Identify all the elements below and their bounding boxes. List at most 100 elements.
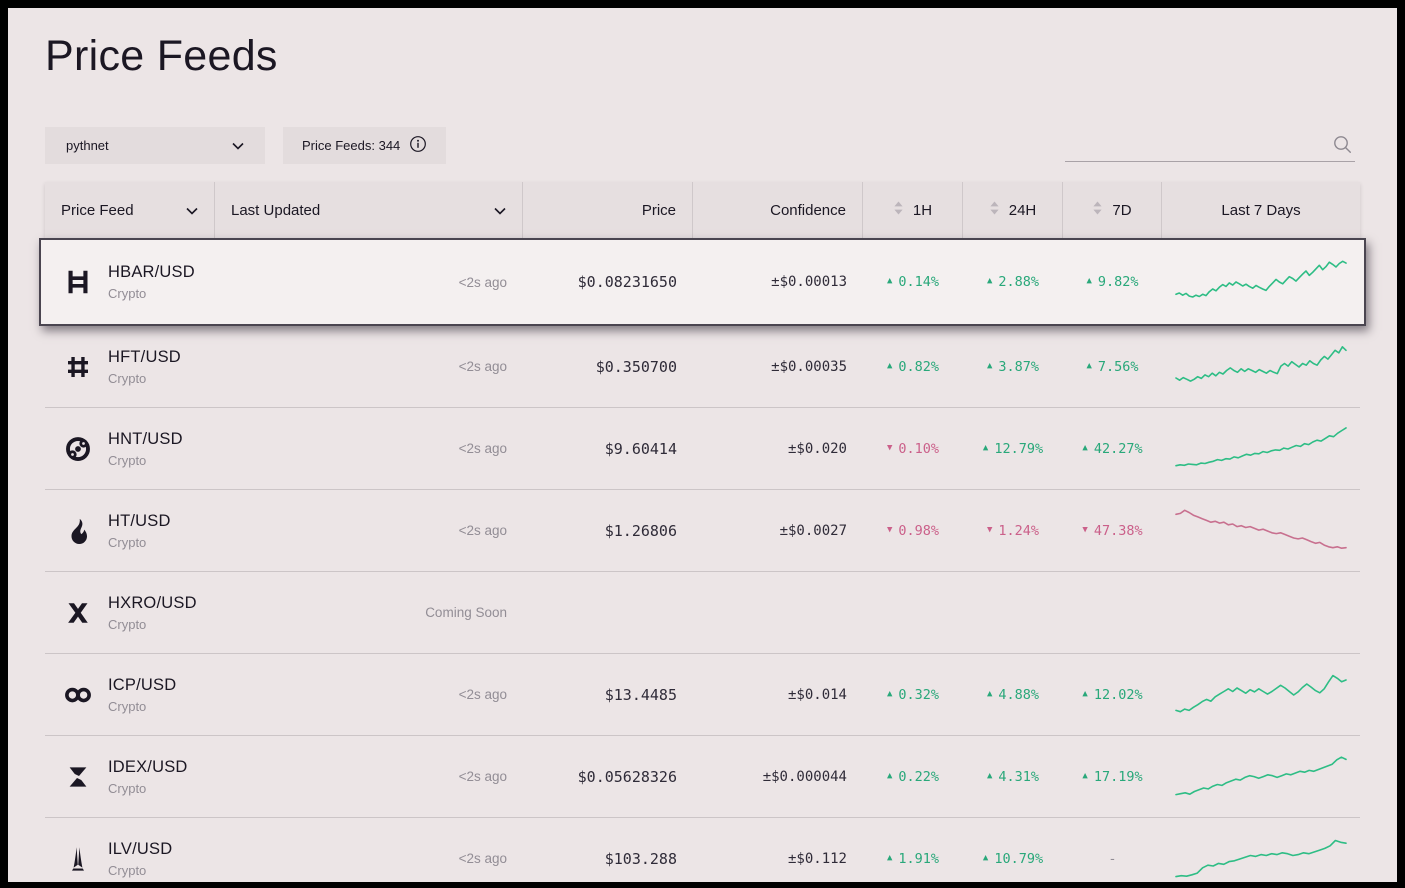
feed-asset-type: Crypto [108, 780, 147, 796]
down-triangle-icon: ▼ [1082, 524, 1088, 535]
feed-symbol: ICP/USD [108, 675, 177, 694]
sparkline-chart [1162, 818, 1360, 882]
page-title: Price Feeds [45, 32, 278, 80]
up-triangle-icon: ▲ [886, 360, 893, 371]
price-value: $103.288 [604, 849, 677, 868]
up-triangle-icon: ▲ [1082, 688, 1088, 699]
feed-asset-type: Crypto [108, 286, 147, 301]
up-triangle-icon: ▲ [1086, 276, 1092, 286]
change-7d: ▼ 47.38% [1082, 522, 1143, 539]
sparkline-chart [1162, 654, 1360, 735]
helium-icon [63, 434, 93, 464]
search-icon[interactable] [1332, 134, 1353, 160]
table-row-hbar[interactable]: HBAR/USD Crypto <2s ago $0.08231650 ±$0.… [39, 238, 1366, 326]
up-triangle-icon: ▲ [986, 770, 993, 781]
column-header-7d[interactable]: 7D [1063, 182, 1162, 238]
column-header-1h[interactable]: 1H [863, 182, 963, 238]
table-row-hft[interactable]: HFT/USD Crypto <2s ago $0.350700 ±$0.000… [45, 326, 1360, 407]
column-header-last-7-days: Last 7 Days [1221, 201, 1301, 219]
price-value: $0.05628326 [577, 767, 677, 786]
sparkline-chart [1162, 736, 1360, 817]
last-updated: <2s ago [458, 274, 507, 290]
chevron-down-icon [186, 202, 198, 219]
change-1h: ▲ 0.14% [886, 274, 940, 290]
change-24h: ▲ 2.88% [986, 274, 1040, 290]
down-triangle-icon: ▼ [986, 524, 993, 535]
feeds-count-label: Price Feeds: 344 [302, 138, 401, 153]
feed-symbol: ILV/USD [108, 839, 173, 858]
last-updated: <2s ago [458, 441, 507, 456]
change-1h [863, 572, 963, 653]
down-triangle-icon: ▼ [886, 442, 893, 453]
table-row-icp[interactable]: ICP/USD Crypto <2s ago $13.4485 ±$0.014 … [45, 653, 1360, 735]
change-7d: ▲ 17.19% [1082, 768, 1143, 785]
up-triangle-icon: ▲ [886, 770, 893, 781]
illuvium-icon [63, 844, 93, 874]
change-24h: ▲ 4.88% [986, 686, 1040, 703]
feed-asset-type: Crypto [108, 534, 147, 550]
confidence-value: ±$0.00035 [771, 358, 847, 375]
feed-asset-type: Crypto [108, 698, 147, 714]
change-7d: ▲ 9.82% [1086, 274, 1139, 290]
change-24h: ▲ 12.79% [982, 440, 1044, 457]
column-header-confidence: Confidence [693, 182, 863, 238]
change-24h: ▼ 1.24% [986, 522, 1040, 539]
confidence-value: ±$0.000044 [762, 768, 847, 785]
last-updated: <2s ago [458, 359, 507, 374]
up-triangle-icon: ▲ [982, 852, 989, 863]
confidence-value: ±$0.0027 [779, 522, 847, 539]
confidence-value: ±$0.020 [787, 440, 847, 457]
sort-icon [989, 201, 1000, 219]
price-feeds-table: Price Feed Last Updated Price Confidence [39, 182, 1366, 882]
sparkline-chart [1162, 326, 1360, 407]
search-input[interactable] [1065, 130, 1355, 161]
sort-icon [1092, 201, 1103, 219]
sparkline-chart [1162, 240, 1360, 324]
table-body: HBAR/USD Crypto <2s ago $0.08231650 ±$0.… [39, 238, 1366, 882]
last-updated: Coming Soon [425, 605, 507, 620]
confidence-value [693, 572, 863, 653]
price-value: $1.26806 [604, 521, 677, 540]
search-box [1065, 130, 1355, 162]
network-select[interactable]: pythnet [45, 127, 265, 164]
feed-symbol: HNT/USD [108, 429, 183, 448]
toolbar: pythnet Price Feeds: 344 [45, 127, 447, 164]
up-triangle-icon: ▲ [986, 276, 993, 286]
chevron-down-icon [494, 202, 506, 219]
icp-icon [63, 680, 93, 710]
up-triangle-icon: ▲ [1086, 360, 1092, 371]
sort-icon [893, 201, 904, 219]
feed-symbol: HFT/USD [108, 347, 181, 366]
change-1h: ▲ 0.32% [886, 686, 940, 703]
hedera-icon [63, 267, 93, 297]
change-7d [1063, 572, 1162, 653]
idex-icon [63, 762, 93, 792]
change-24h: ▲ 10.79% [982, 850, 1044, 867]
chevron-down-icon [232, 138, 244, 153]
table-row-hxro[interactable]: HXRO/USD Crypto Coming Soon [45, 571, 1360, 653]
change-1h: ▼ 0.10% [886, 440, 940, 457]
column-header-last-updated[interactable]: Last Updated [215, 182, 523, 238]
info-icon[interactable] [409, 135, 427, 156]
sparkline-chart [1162, 408, 1360, 489]
up-triangle-icon: ▲ [886, 688, 893, 699]
table-row-idex[interactable]: IDEX/USD Crypto <2s ago $0.05628326 ±$0.… [45, 735, 1360, 817]
up-triangle-icon: ▲ [1082, 442, 1088, 453]
confidence-value: ±$0.00013 [771, 274, 847, 290]
column-header-price-feed[interactable]: Price Feed [45, 182, 215, 238]
table-row-hnt[interactable]: HNT/USD Crypto <2s ago $9.60414 ±$0.020 … [45, 407, 1360, 489]
change-7d: - [1108, 850, 1117, 867]
table-row-ilv[interactable]: ILV/USD Crypto <2s ago $103.288 ±$0.112 … [45, 817, 1360, 882]
feed-asset-type: Crypto [108, 452, 147, 468]
last-updated: <2s ago [458, 769, 507, 784]
change-7d: ▲ 42.27% [1082, 440, 1143, 457]
table-row-ht[interactable]: HT/USD Crypto <2s ago $1.26806 ±$0.0027 … [45, 489, 1360, 571]
hxro-icon [63, 598, 93, 628]
column-header-24h[interactable]: 24H [963, 182, 1063, 238]
feed-symbol: IDEX/USD [108, 757, 188, 776]
table-header: Price Feed Last Updated Price Confidence [45, 182, 1360, 239]
network-select-value: pythnet [66, 138, 109, 153]
change-1h: ▲ 0.22% [886, 768, 940, 785]
change-24h [963, 572, 1063, 653]
up-triangle-icon: ▲ [986, 688, 993, 699]
